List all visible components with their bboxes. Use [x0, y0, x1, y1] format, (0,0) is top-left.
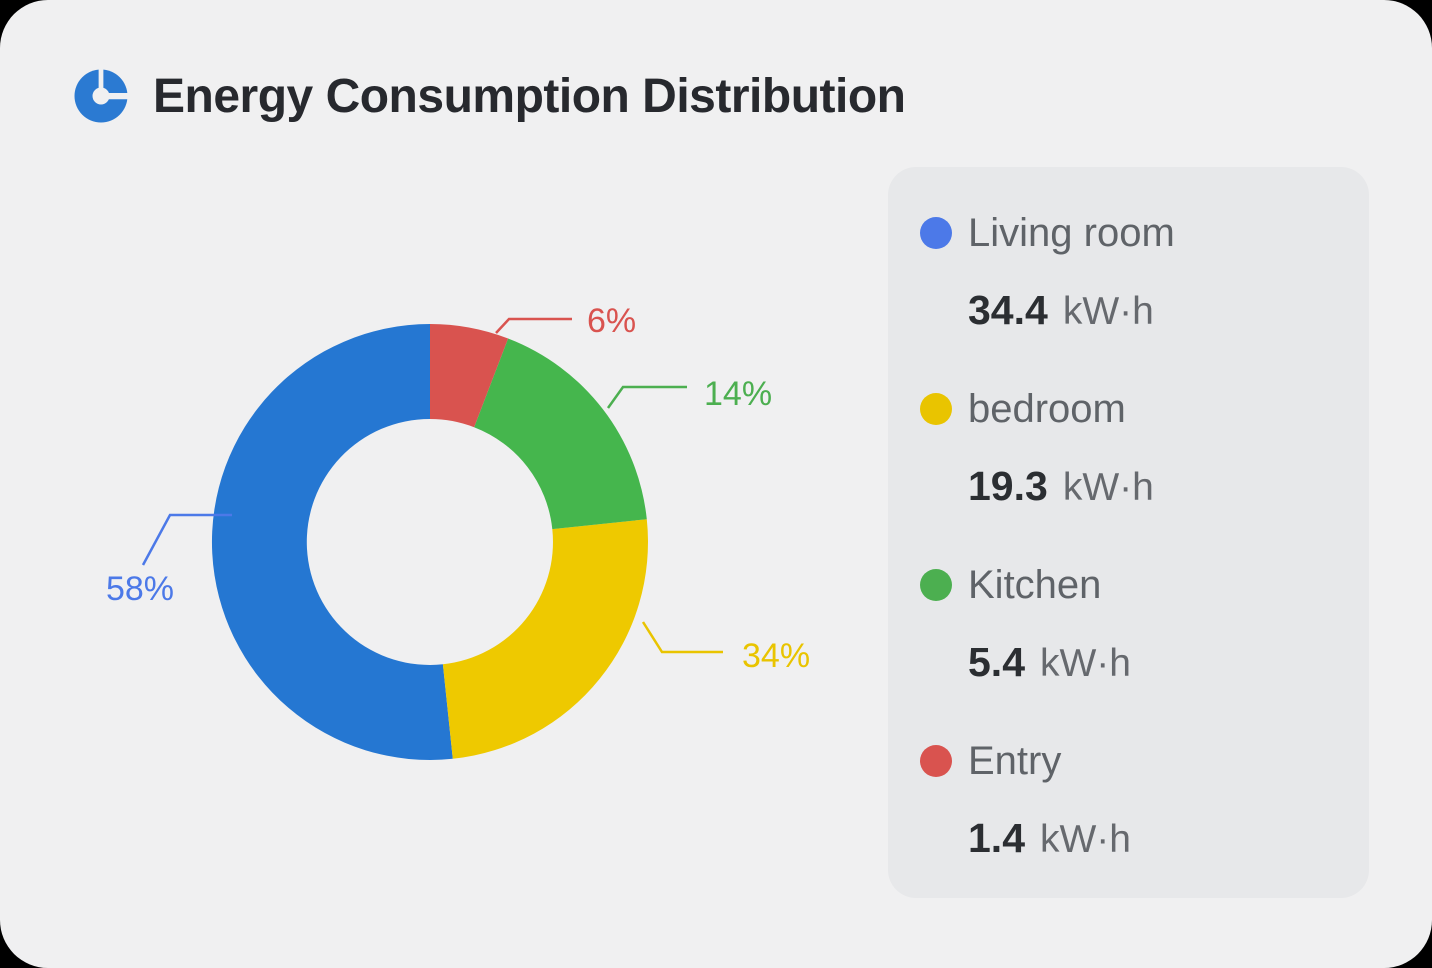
legend-value-row: 5.4 kW·h	[968, 639, 1349, 687]
card-header: Energy Consumption Distribution	[71, 66, 906, 126]
legend-dot-bedroom	[920, 393, 952, 425]
callout-line-living-room	[141, 513, 232, 566]
legend-label-row: Kitchen	[920, 561, 1349, 609]
legend-dot-living-room	[920, 217, 952, 249]
legend-dot-kitchen	[920, 569, 952, 601]
legend-label-row: bedroom	[920, 385, 1349, 433]
callout-line-bedroom	[641, 621, 723, 654]
pie-slice-entry[interactable]	[430, 324, 509, 428]
donut-chart-icon	[74, 66, 131, 123]
legend-value-row: 34.4 kW·h	[968, 287, 1349, 335]
pie-slice-living-room[interactable]	[211, 324, 453, 761]
page-title: Energy Consumption Distribution	[153, 69, 906, 123]
legend-value: 5.4	[968, 639, 1025, 685]
legend-item-bedroom[interactable]: bedroom 19.3 kW·h	[920, 385, 1349, 511]
legend-label: bedroom	[968, 386, 1126, 431]
legend-value: 19.3	[968, 463, 1048, 509]
legend-unit: kW·h	[1040, 818, 1131, 861]
legend-label-row: Entry	[920, 737, 1349, 785]
legend-label: Kitchen	[968, 562, 1102, 607]
percent-label-kitchen: 14%	[704, 375, 772, 413]
legend-dot-entry	[920, 745, 952, 777]
legend-unit: kW·h	[1062, 466, 1154, 509]
percent-label-living-room: 58%	[106, 570, 174, 608]
legend-label: Entry	[968, 738, 1062, 783]
legend-label: Living room	[968, 210, 1175, 255]
legend-label-row: Living room	[920, 209, 1349, 257]
pie-slice-kitchen[interactable]	[474, 338, 647, 530]
legend-item-living-room[interactable]: Living room 34.4 kW·h	[920, 209, 1349, 335]
percent-label-bedroom: 34%	[742, 637, 810, 675]
pie-slice-bedroom[interactable]	[442, 519, 648, 759]
legend-value: 1.4	[968, 815, 1025, 861]
legend-value: 34.4	[968, 287, 1048, 333]
legend-unit: kW·h	[1062, 290, 1154, 333]
legend-value-row: 1.4 kW·h	[968, 815, 1349, 863]
callout-line-kitchen	[606, 385, 687, 409]
percent-label-entry: 6%	[587, 302, 636, 340]
callout-line-entry	[495, 317, 572, 334]
legend-unit: kW·h	[1040, 642, 1131, 685]
legend-value-row: 19.3 kW·h	[968, 463, 1349, 511]
legend-card: Living room 34.4 kW·h bedroom 19.3 kW·h Kitche…	[888, 167, 1369, 898]
legend-item-kitchen[interactable]: Kitchen 5.4 kW·h	[920, 561, 1349, 687]
legend-item-entry[interactable]: Entry 1.4 kW·h	[920, 737, 1349, 863]
